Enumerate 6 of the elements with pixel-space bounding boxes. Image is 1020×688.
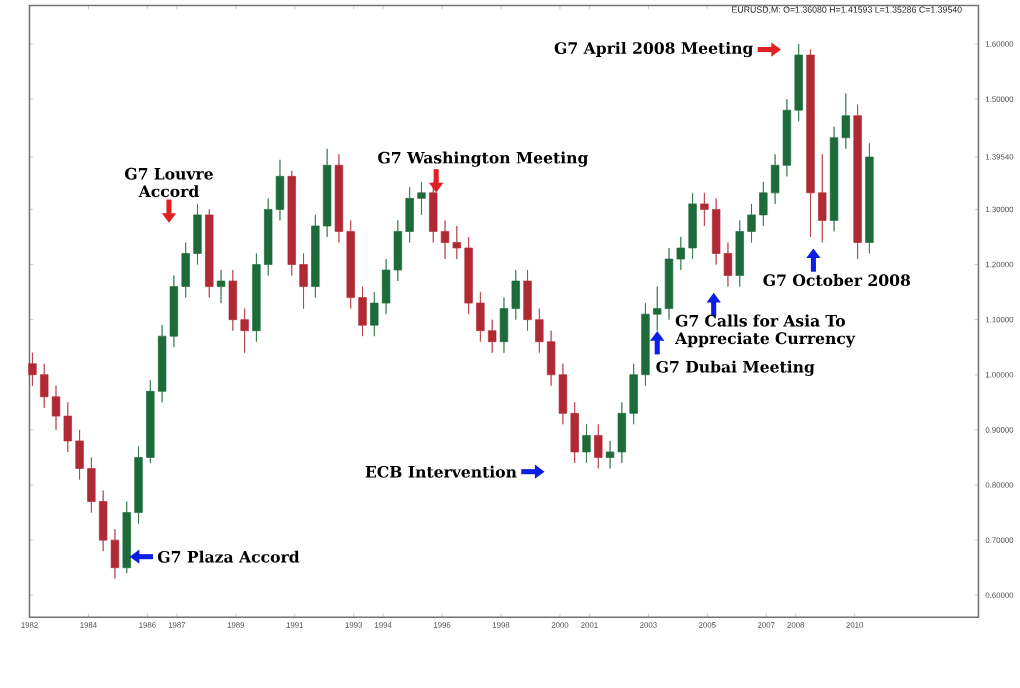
candlestick bbox=[582, 423, 591, 463]
candlestick bbox=[865, 142, 874, 254]
candlestick bbox=[853, 103, 862, 259]
candlestick bbox=[205, 208, 214, 298]
candlestick bbox=[594, 423, 603, 469]
candlestick bbox=[216, 269, 226, 303]
